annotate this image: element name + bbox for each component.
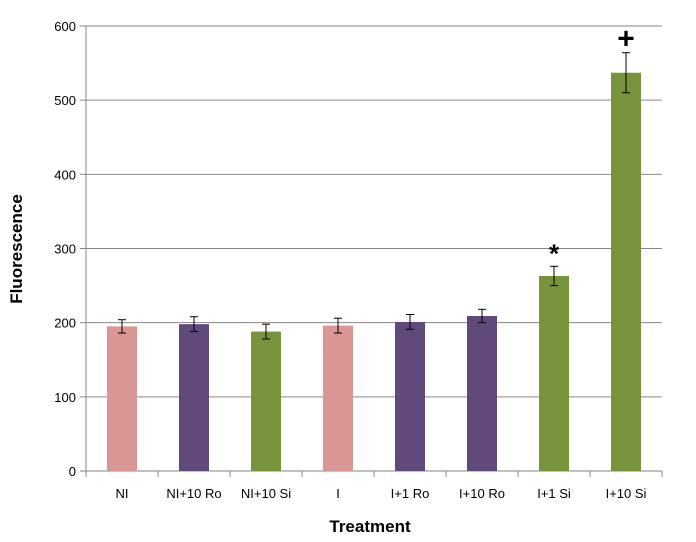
- error-bar: [478, 308, 486, 324]
- bar: [323, 325, 353, 471]
- y-axis-ticks: 0 100 200 300 400 500 600: [54, 19, 76, 479]
- x-axis-ticks: NI NI+10 Ro NI+10 Si I I+1 Ro I+10 Ro I+1 Si I+…: [116, 486, 647, 501]
- bar: [611, 72, 641, 471]
- bar: [467, 315, 497, 471]
- y-tick-label: 400: [54, 167, 76, 182]
- x-tick-label: NI: [116, 486, 129, 501]
- x-tick-label: I+10 Si: [606, 486, 647, 501]
- x-tick-label: I+10 Ro: [459, 486, 505, 501]
- significance-marker: *: [549, 238, 560, 268]
- x-tick-label: I+1 Si: [537, 486, 571, 501]
- error-bar: [550, 265, 558, 287]
- x-axis-title: Treatment: [329, 517, 411, 536]
- error-bar: [118, 319, 126, 334]
- x-tick-label: NI+10 Si: [241, 486, 291, 501]
- grid-lines: [80, 25, 663, 477]
- error-bar: [334, 317, 342, 334]
- error-bar: [190, 316, 198, 333]
- bar: [179, 324, 209, 471]
- y-axis-title: Fluorescence: [7, 194, 26, 304]
- y-tick-label: 300: [54, 242, 76, 257]
- bar: [251, 331, 281, 471]
- bars: [107, 52, 641, 471]
- x-tick-label: I: [336, 486, 340, 501]
- x-tick-label: I+1 Ro: [391, 486, 430, 501]
- bar: [107, 326, 137, 471]
- y-tick-label: 200: [54, 316, 76, 331]
- bar: [395, 321, 425, 471]
- significance-marker: +: [617, 23, 635, 56]
- x-tick-label: NI+10 Ro: [166, 486, 221, 501]
- y-tick-label: 600: [54, 19, 76, 34]
- error-bar: [406, 314, 414, 330]
- error-bar: [622, 52, 630, 94]
- y-tick-label: 100: [54, 390, 76, 405]
- y-tick-label: 500: [54, 93, 76, 108]
- annotations: *+: [549, 23, 635, 269]
- bar: [539, 275, 569, 471]
- y-tick-label: 0: [69, 464, 76, 479]
- error-bar: [262, 323, 270, 340]
